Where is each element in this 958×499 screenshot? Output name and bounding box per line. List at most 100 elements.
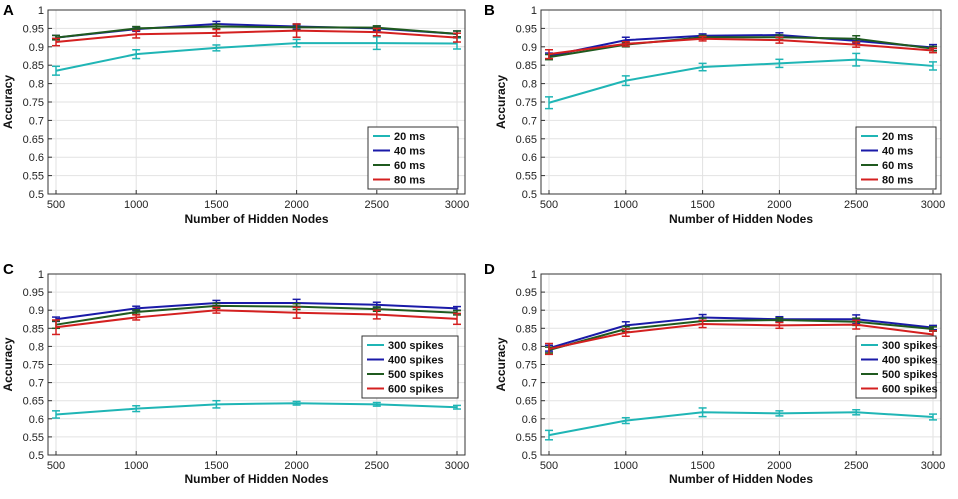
error-bar-20-ms [292, 38, 301, 48]
x-tick-label: 1500 [690, 199, 714, 211]
legend-label: 80 ms [394, 175, 425, 187]
y-tick-label: 0.9 [522, 42, 537, 54]
y-tick-label: 0.6 [29, 152, 44, 164]
y-tick-label: 0.9 [29, 42, 44, 54]
y-tick-label: 1 [38, 5, 44, 17]
y-tick-label: 0.55 [516, 432, 537, 444]
x-tick-label: 2000 [284, 460, 308, 472]
panel-letter: B [484, 2, 495, 19]
y-tick-label: 1 [531, 5, 537, 17]
error-bar-80-ms [52, 37, 60, 47]
y-tick-label: 0.7 [522, 115, 537, 127]
y-tick-label: 0.95 [23, 287, 44, 299]
y-tick-label: 0.85 [516, 60, 537, 72]
error-bar-20-ms [775, 58, 784, 69]
error-bar-20-ms [132, 48, 141, 60]
series-line-60-ms [548, 36, 934, 59]
error-bar-600-spikes [372, 309, 381, 320]
error-bar-80-ms [545, 48, 553, 60]
legend-label: 500 spikes [882, 369, 938, 381]
error-bar-20-ms [698, 62, 707, 72]
x-axis-label: Number of Hidden Nodes [184, 212, 328, 226]
legend-label: 400 spikes [882, 355, 938, 367]
x-tick-label: 1000 [124, 460, 148, 472]
error-bar-20-ms [852, 52, 861, 67]
error-bar-80-ms [698, 35, 707, 42]
panel-letter: C [3, 261, 14, 278]
series-line-500-spikes [55, 304, 458, 326]
error-bar-600-spikes [775, 321, 784, 330]
y-tick-label: 0.8 [522, 341, 537, 353]
x-tick-label: 500 [540, 199, 558, 211]
legend-label: 400 spikes [388, 355, 444, 367]
y-tick-label: 0.5 [522, 189, 537, 201]
error-bar-600-spikes [545, 342, 553, 356]
error-bar-300-spikes [372, 401, 381, 407]
error-bar-80-ms [292, 23, 301, 38]
y-axis-label: Accuracy [494, 75, 508, 129]
panel-letter: D [484, 261, 495, 278]
panel-letter: A [3, 2, 14, 19]
error-bar-80-ms [372, 27, 381, 37]
x-tick-label: 2500 [365, 199, 389, 211]
error-bar-20-ms [52, 65, 60, 76]
legend-label: 300 spikes [388, 340, 444, 352]
y-tick-label: 0.7 [29, 115, 44, 127]
y-tick-label: 0.55 [23, 432, 44, 444]
chart-panel-b: B 0.5 0.55 0.6 0.65 0.7 0.75 0.8 0.85 0.9 0.95 1 50… [479, 0, 958, 247]
y-tick-label: 0.55 [23, 171, 44, 183]
y-tick-label: 0.8 [29, 341, 44, 353]
axes-frame [540, 9, 942, 195]
x-axis-label: Number of Hidden Nodes [669, 212, 813, 226]
y-tick-label: 0.65 [23, 396, 44, 408]
series-line-500-spikes [548, 318, 934, 351]
y-tick-label: 0.85 [516, 323, 537, 335]
x-tick-label: 1000 [124, 199, 148, 211]
legend-label: 60 ms [882, 160, 913, 172]
series-line-80-ms [55, 29, 458, 44]
x-tick-label: 2500 [844, 199, 868, 211]
series-line-20-ms [548, 58, 934, 104]
y-tick-label: 0.5 [29, 450, 44, 462]
chart-panel-d: D 0.5 0.55 0.6 0.65 0.7 0.75 0.8 0.85 0.9 0.95 1 50… [479, 247, 958, 494]
y-tick-label: 0.6 [522, 152, 537, 164]
x-axis-label: Number of Hidden Nodes [184, 472, 328, 486]
error-bar-80-ms [453, 32, 461, 43]
legend-label: 600 spikes [388, 384, 444, 396]
legend-label: 20 ms [882, 131, 913, 143]
legend-label: 500 spikes [388, 369, 444, 381]
error-bar-300-spikes [698, 407, 707, 418]
error-bar-80-ms [929, 47, 937, 54]
x-tick-label: 3000 [445, 199, 469, 211]
error-bar-80-ms [621, 40, 630, 47]
chart-panel-c: C 0.5 0.55 0.6 0.65 0.7 0.75 0.8 0.85 0.9 0.95 1 50… [0, 247, 479, 494]
y-tick-label: 0.7 [522, 378, 537, 390]
y-tick-label: 0.65 [516, 396, 537, 408]
x-tick-label: 500 [47, 460, 65, 472]
x-tick-label: 3000 [921, 199, 945, 211]
y-tick-label: 0.5 [29, 189, 44, 201]
y-tick-label: 0.5 [522, 450, 537, 462]
x-axis-label: Number of Hidden Nodes [669, 472, 813, 486]
error-bar-300-spikes [212, 399, 221, 409]
series-line-40-ms [548, 34, 934, 57]
axes-frame [47, 9, 466, 195]
error-bar-300-spikes [929, 413, 937, 421]
error-bar-20-ms [929, 61, 937, 71]
legend-label: 40 ms [882, 146, 913, 158]
y-tick-label: 0.95 [516, 287, 537, 299]
y-tick-label: 0.75 [23, 360, 44, 372]
legend-label: 40 ms [394, 146, 425, 158]
x-tick-label: 1500 [204, 460, 228, 472]
error-bar-80-ms [212, 28, 221, 37]
error-bar-300-spikes [292, 400, 301, 406]
y-tick-label: 0.95 [516, 23, 537, 35]
error-bar-20-ms [212, 44, 221, 52]
x-tick-label: 500 [540, 460, 558, 472]
error-bar-20-ms [621, 75, 630, 87]
error-bar-300-spikes [52, 410, 60, 419]
axes-frame [47, 273, 466, 456]
